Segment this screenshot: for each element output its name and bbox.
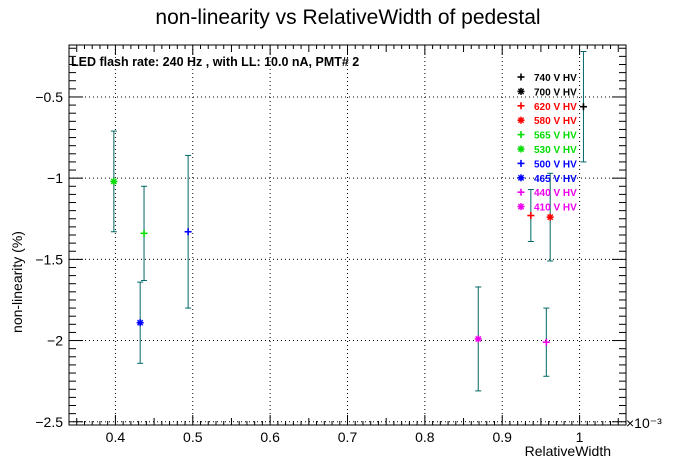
data-point [474,335,482,343]
y-tick-label: −2 [47,333,63,349]
data-point [542,338,550,346]
legend-marker [517,87,525,95]
legend-marker [517,203,525,211]
marker-stroke [137,319,144,326]
marker-stroke [517,174,525,181]
x-tick-label: 0.8 [415,429,435,445]
x-tick-label: 0.9 [492,429,512,445]
marker-stroke [517,117,525,124]
legend-marker [517,188,525,196]
marker-stroke [547,214,554,221]
y-tick-label: −2.5 [35,414,63,430]
legend-entry: 465 V HV [534,174,577,185]
legend-entry: 530 V HV [534,145,577,156]
chart-title: non-linearity vs RelativeWidth of pedest… [155,6,540,29]
data-point [184,228,192,236]
legend-entry: 565 V HV [534,131,577,142]
x-tick-label: 0.7 [338,429,358,445]
legend-marker [517,145,525,153]
y-tick-label: −1.5 [35,251,63,267]
legend-entry: 410 V HV [534,203,577,214]
x-tick-label: 0.5 [183,429,203,445]
chart-annotation: LED flash rate: 240 Hz , with LL: 10.0 n… [71,55,359,69]
x-tick-label: 0.4 [106,429,126,445]
data-point [110,177,118,185]
legend-entry: 620 V HV [534,102,577,113]
x-axis-exponent-label: ×10⁻³ [626,415,662,431]
legend-entry: 500 V HV [534,159,577,170]
marker-stroke [517,145,525,153]
marker-stroke [517,88,525,95]
marker-stroke [475,335,482,343]
legend-entry: 580 V HV [534,116,577,127]
legend-entry: 700 V HV [534,87,577,98]
data-point [527,212,535,220]
data-point [579,103,587,111]
legend-marker [517,174,525,182]
data-point [140,229,148,237]
legend-marker [517,73,525,81]
legend: 740 V HV 700 V HV 620 V HV 580 V HV 565 V HV… [517,73,577,214]
data-point [136,319,144,327]
ticks-layer: 0.4 0.5 0.6 0.7 0.8 0.9 1 −2.5 −2 −1.5 −1 −0.5 [35,45,626,445]
legend-marker [517,102,525,110]
marker-stroke [110,178,117,185]
legend-marker [517,131,525,139]
legend-marker [517,116,525,124]
x-tick-label: 1 [576,429,584,445]
y-axis-label: non-linearity (%) [9,231,25,333]
data-layer [110,50,587,392]
y-tick-label: −1 [47,170,63,186]
x-tick-label: 0.6 [260,429,280,445]
y-tick-label: −0.5 [35,89,63,105]
legend-entry: 440 V HV [534,188,577,199]
legend-marker [517,159,525,167]
legend-entry: 740 V HV [534,73,577,84]
marker-stroke [517,203,525,210]
x-axis-label: RelativeWidth [525,443,611,459]
data-point [546,213,554,221]
